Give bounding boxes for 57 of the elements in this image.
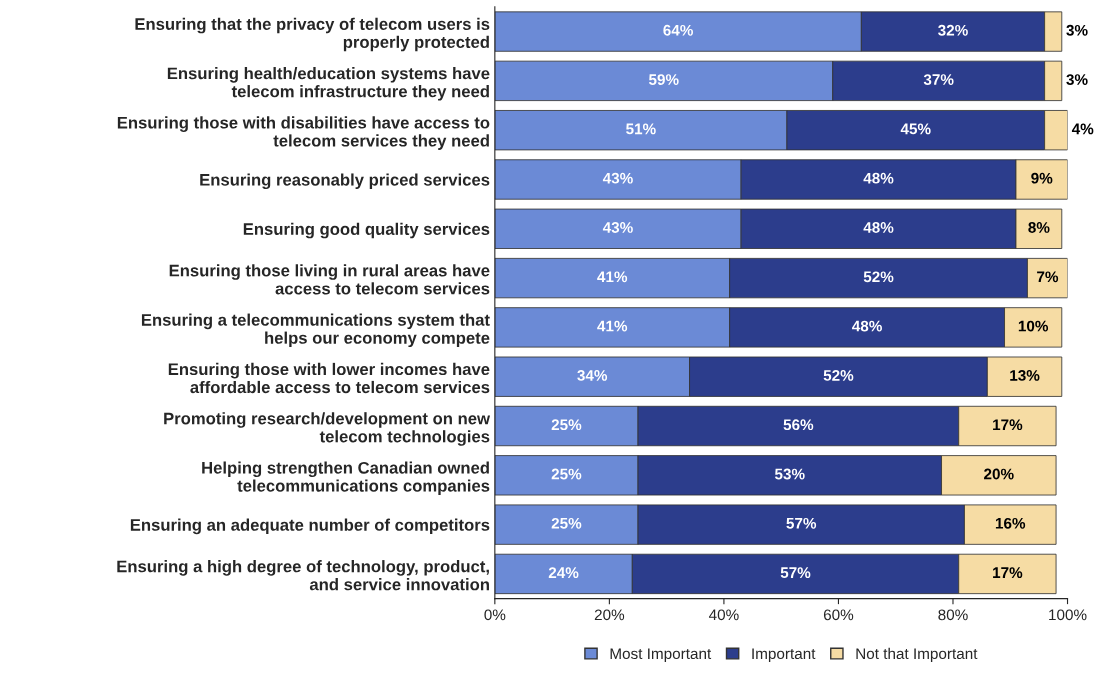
data-label: 64% bbox=[663, 24, 693, 36]
data-label: 41% bbox=[597, 271, 628, 283]
data-label: 3% bbox=[1066, 24, 1088, 36]
legend-label: Most Important bbox=[610, 648, 712, 663]
data-label: 52% bbox=[863, 271, 894, 283]
y-tick-label: Promoting research/development on new telecom technologies bbox=[164, 412, 491, 446]
x-tick-label: 20% bbox=[594, 609, 625, 621]
y-tick-label: Ensuring those with disabilities have access to telecom services they need bbox=[117, 116, 490, 150]
data-label: 52% bbox=[823, 369, 854, 381]
y-tick-label: Ensuring health/education systems have telecom infrastructure they need bbox=[167, 67, 490, 101]
data-label: 48% bbox=[863, 222, 894, 233]
data-label: 25% bbox=[551, 468, 582, 480]
y-tick-label: Ensuring those with lower incomes have affordable access to telecom services bbox=[168, 362, 490, 394]
data-label: 59% bbox=[648, 74, 679, 85]
data-label: 37% bbox=[923, 74, 954, 85]
y-tick-label: Ensuring good quality services bbox=[243, 222, 490, 239]
data-label: 32% bbox=[938, 24, 968, 36]
data-label: 25% bbox=[551, 419, 582, 431]
data-label: 20% bbox=[984, 468, 1014, 480]
data-label: 56% bbox=[783, 419, 814, 431]
x-tick-label: 80% bbox=[938, 609, 968, 621]
x-tick-label: 60% bbox=[823, 609, 854, 621]
data-label: 48% bbox=[852, 320, 882, 332]
y-tick-label: Ensuring those living in rural areas have access to telecom services bbox=[169, 264, 490, 295]
data-label: 17% bbox=[993, 419, 1023, 431]
y-tick-label: Ensuring reasonably priced services bbox=[200, 173, 490, 190]
data-label: 57% bbox=[780, 567, 811, 579]
data-label: 4% bbox=[1071, 123, 1094, 135]
data-label: 24% bbox=[548, 567, 579, 578]
data-label: 53% bbox=[774, 468, 805, 480]
x-tick-label: 0% bbox=[484, 609, 506, 621]
data-label: 43% bbox=[602, 172, 633, 184]
legend-label: Not that Important bbox=[856, 647, 978, 663]
data-label: 7% bbox=[1037, 271, 1059, 283]
data-label: 3% bbox=[1066, 74, 1088, 85]
data-label: 25% bbox=[551, 517, 582, 529]
data-label: 43% bbox=[602, 222, 633, 233]
data-label: 48% bbox=[863, 172, 894, 184]
y-tick-label: Ensuring an adequate number of competitors bbox=[130, 518, 490, 535]
data-label: 17% bbox=[993, 567, 1023, 578]
data-label: 13% bbox=[1010, 369, 1040, 381]
data-label: 57% bbox=[786, 517, 817, 529]
data-label: 45% bbox=[900, 123, 931, 135]
data-label: 51% bbox=[626, 123, 656, 135]
data-label: 41% bbox=[597, 320, 628, 332]
x-tick-label: 100% bbox=[1049, 609, 1087, 621]
data-label: 10% bbox=[1018, 320, 1049, 332]
data-label: 34% bbox=[577, 369, 608, 381]
legend-label: Important bbox=[752, 648, 816, 663]
y-tick-label: Helping strengthen Canadian owned telecommunications companies bbox=[202, 461, 490, 496]
data-label: 16% bbox=[995, 517, 1026, 529]
x-tick-label: 40% bbox=[708, 609, 739, 621]
data-label: 8% bbox=[1028, 222, 1050, 233]
y-tick-label: Ensuring a telecommunications system that helps our economy compete bbox=[141, 313, 490, 348]
data-label: 9% bbox=[1031, 172, 1053, 184]
y-tick-label: Ensuring a high degree of technology, product, and service innovation bbox=[117, 560, 489, 591]
y-tick-label: Ensuring that the privacy of telecom users is properly protected bbox=[135, 17, 490, 52]
